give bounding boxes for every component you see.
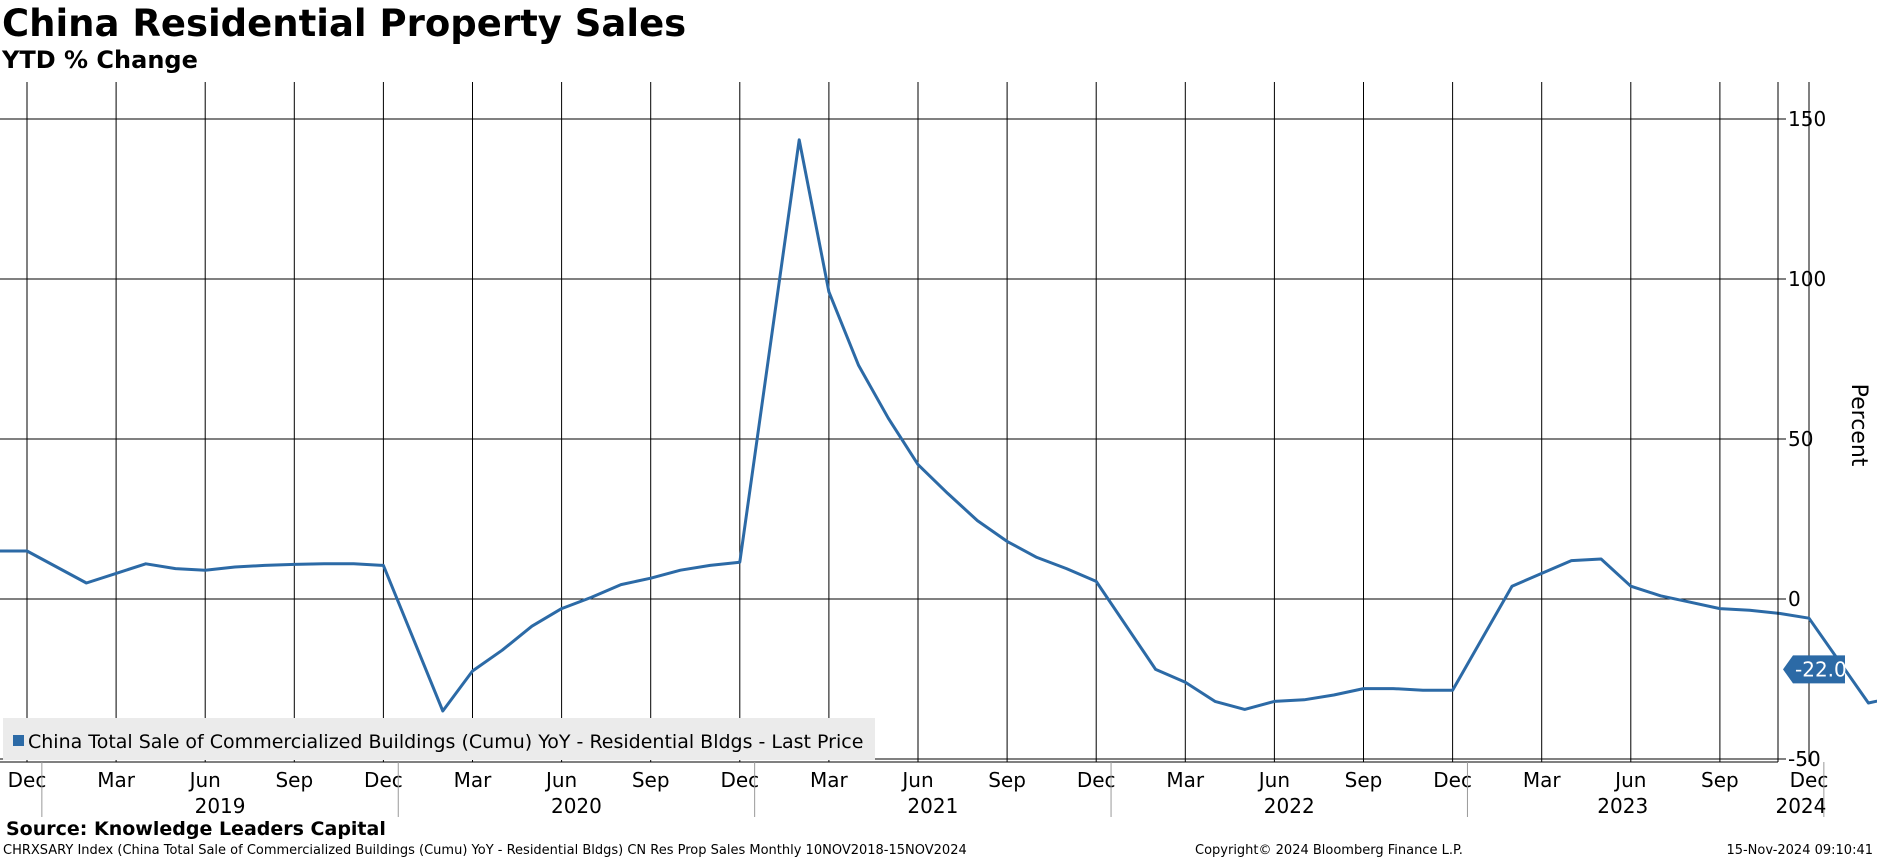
x-tick-label: Sep xyxy=(1701,768,1739,792)
year-label: 2023 xyxy=(1597,794,1648,818)
year-label: 2022 xyxy=(1264,794,1315,818)
x-tick-label: Mar xyxy=(810,768,849,792)
x-tick-label: Jun xyxy=(544,768,577,792)
last-value-marker xyxy=(1783,655,1845,684)
year-label: 2019 xyxy=(195,794,246,818)
timestamp: 15-Nov-2024 09:10:41 xyxy=(1726,843,1873,858)
chart-title: China Residential Property Sales xyxy=(2,2,687,45)
year-label: 2021 xyxy=(907,794,958,818)
x-tick-label: Dec xyxy=(720,768,759,792)
series-description: CHRXSARY Index (China Total Sale of Comm… xyxy=(3,843,967,858)
y-tick-label: 50 xyxy=(1788,427,1813,451)
year-label: 2020 xyxy=(551,794,602,818)
series-line xyxy=(0,138,1877,713)
chart-subtitle: YTD % Change xyxy=(2,46,198,74)
x-tick-label: Mar xyxy=(1166,768,1205,792)
x-tick-label: Jun xyxy=(1257,768,1290,792)
x-tick-label: Sep xyxy=(988,768,1026,792)
x-tick-label: Dec xyxy=(1790,768,1829,792)
legend-box xyxy=(3,718,875,760)
y-axis-label: Percent xyxy=(1846,384,1871,467)
y-tick-label: -50 xyxy=(1788,747,1821,771)
x-tick-label: Dec xyxy=(8,768,47,792)
x-tick-label: Dec xyxy=(364,768,403,792)
x-tick-label: Jun xyxy=(1613,768,1646,792)
y-tick-label: 100 xyxy=(1788,267,1826,291)
y-tick-label: 150 xyxy=(1788,107,1826,131)
x-tick-label: Mar xyxy=(1523,768,1562,792)
last-value-label: -22.0 xyxy=(1795,657,1847,681)
x-tick-label: Sep xyxy=(1345,768,1383,792)
x-tick-label: Dec xyxy=(1433,768,1472,792)
x-tick-label: Jun xyxy=(900,768,933,792)
x-tick-label: Sep xyxy=(632,768,670,792)
year-label: 2024 xyxy=(1775,794,1826,818)
y-tick-label: 0 xyxy=(1788,587,1801,611)
copyright-note: Copyright© 2024 Bloomberg Finance L.P. xyxy=(1195,843,1463,858)
x-tick-label: Mar xyxy=(97,768,136,792)
legend-label: China Total Sale of Commercialized Build… xyxy=(28,731,863,753)
x-tick-label: Jun xyxy=(188,768,221,792)
x-tick-label: Mar xyxy=(454,768,493,792)
legend-swatch xyxy=(13,735,24,746)
source-note: Source: Knowledge Leaders Capital xyxy=(6,818,386,840)
x-tick-label: Dec xyxy=(1077,768,1116,792)
x-tick-label: Sep xyxy=(275,768,313,792)
